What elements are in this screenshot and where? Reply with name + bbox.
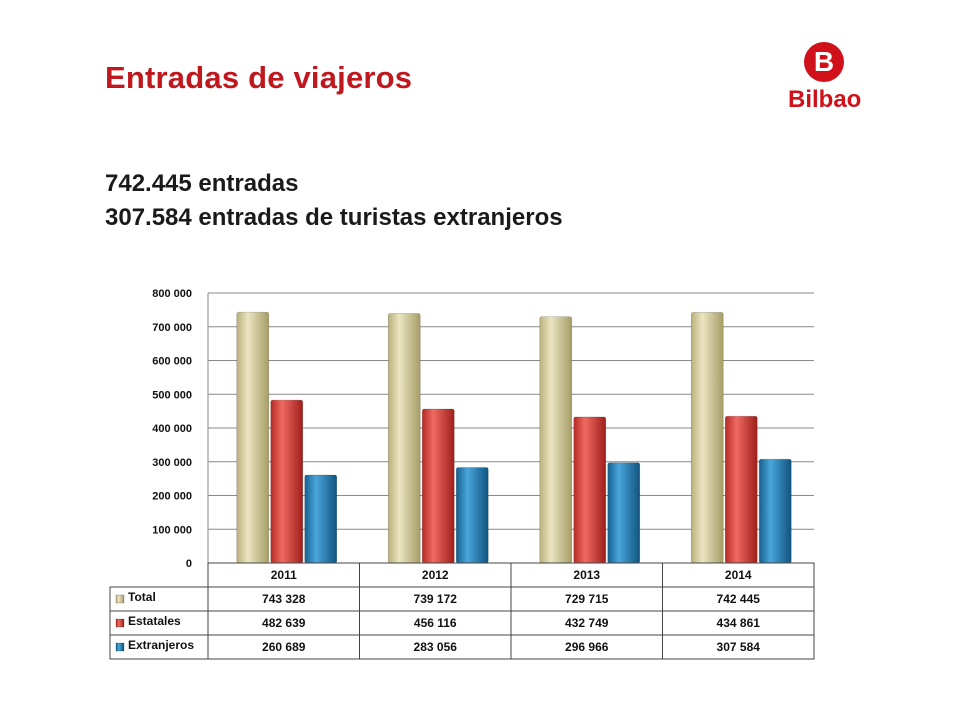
legend-swatch-extranjeros [115,642,125,652]
y-tick-label: 700 000 [152,322,192,334]
y-tick-label: 0 [186,558,192,570]
data-label: 307 584 [717,640,761,654]
bar-total-2011 [236,311,270,564]
bar-estatales-2012 [421,408,455,564]
y-tick-label: 600 000 [152,356,192,368]
data-label: 729 715 [565,592,609,606]
legend-label-total: Total [128,590,156,604]
bar-extranjeros-2011 [304,474,338,564]
y-tick-label: 500 000 [152,389,192,401]
legend-label-estatales: Estatales [128,614,181,628]
y-tick-label: 800 000 [152,288,192,300]
x-category-label: 2011 [271,568,297,582]
bar-extranjeros-2012 [455,467,489,564]
x-category-label: 2013 [573,568,600,582]
y-tick-label: 300 000 [152,457,192,469]
bar-total-2014 [690,312,724,564]
summary-total-entries: 742.445 entradas [105,170,299,197]
bilbao-logo: B Bilbao [788,40,862,120]
x-category-label: 2012 [422,568,449,582]
legend-label-extranjeros: Extranjeros [128,638,194,652]
data-label: 739 172 [414,592,458,606]
bar-total-2013 [539,316,573,564]
data-label: 432 749 [565,616,609,630]
data-label: 434 861 [717,616,761,630]
bar-estatales-2013 [573,416,607,564]
data-label: 742 445 [717,592,761,606]
page-title: Entradas de viajeros [105,60,413,95]
data-label: 260 689 [262,640,306,654]
data-label: 283 056 [414,640,458,654]
data-label: 482 639 [262,616,306,630]
data-label: 456 116 [414,616,457,630]
summary-foreign-entries: 307.584 entradas de turistas extranjeros [105,204,563,231]
y-tick-label: 400 000 [152,423,192,435]
bar-extranjeros-2014 [758,458,792,564]
legend-swatch-total [115,594,125,604]
logo-word: Bilbao [788,86,862,113]
y-tick-label: 200 000 [152,491,192,503]
bar-total-2012 [387,313,421,564]
bar-extranjeros-2013 [607,462,641,564]
data-label: 296 966 [565,640,609,654]
bar-estatales-2011 [270,399,304,564]
y-tick-label: 100 000 [152,524,192,536]
bar-estatales-2014 [724,415,758,564]
logo-letter: B [804,42,844,82]
x-category-label: 2014 [725,568,752,582]
legend-swatch-estatales [115,618,125,628]
data-label: 743 328 [262,592,306,606]
